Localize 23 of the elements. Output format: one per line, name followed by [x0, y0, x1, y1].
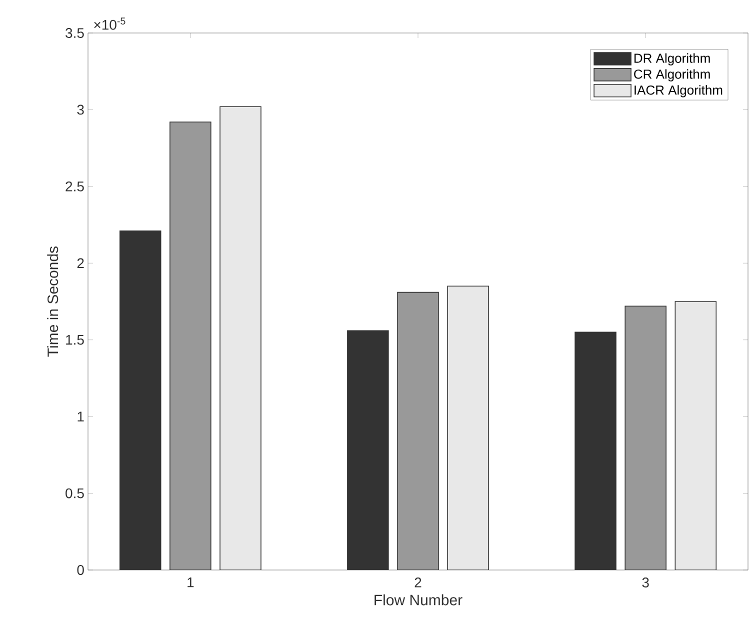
y-tick-label: 0.5 — [66, 488, 84, 498]
y-tick-label: 2 — [77, 258, 84, 268]
x-axis-title: Flow Number — [374, 594, 462, 606]
y-tick-label: 3.5 — [66, 28, 84, 38]
bar — [624, 306, 666, 570]
legend-label: DR Algorithm — [634, 53, 710, 66]
bar — [447, 286, 489, 570]
legend-label: CR Algorithm — [634, 69, 710, 82]
y-tick-label: 1 — [78, 412, 84, 422]
y-tick-label: 0 — [77, 565, 84, 575]
x-tick-label: 1 — [188, 578, 194, 588]
bar — [674, 301, 717, 570]
bar — [170, 122, 212, 570]
y-axis-title: Time in Seconds — [47, 246, 58, 357]
x-tick-label: 2 — [414, 578, 422, 588]
y-tick-label: 2.5 — [66, 181, 84, 192]
text: ×10$^{-5}$ — [94, 18, 126, 30]
y-tick-label: 1.5 — [66, 334, 84, 345]
bar — [220, 106, 262, 570]
legend-label: IACR Algorithm — [634, 85, 722, 98]
bar — [397, 292, 439, 570]
y-tick-label: 3 — [77, 104, 84, 115]
x-tick-label: 3 — [642, 578, 649, 588]
